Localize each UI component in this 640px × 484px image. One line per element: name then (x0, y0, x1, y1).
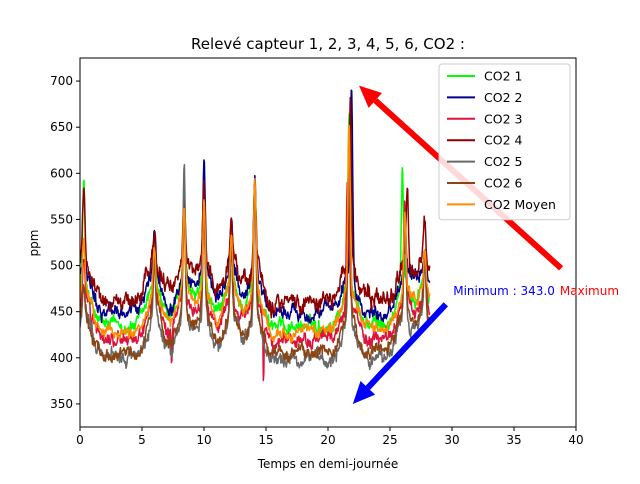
y-tick-label: 600 (50, 166, 73, 180)
series-line-7 (80, 124, 431, 344)
legend-entry: CO2 5 (447, 154, 522, 169)
x-tick-label: 15 (258, 433, 273, 447)
x-tick-label: 40 (568, 433, 583, 447)
x-axis-label: Temps en demi-journée (257, 457, 399, 471)
legend-label: CO2 4 (484, 133, 522, 148)
y-tick-label: 650 (50, 120, 73, 134)
y-axis-label: ppm (27, 230, 41, 257)
x-tick-label: 5 (138, 433, 146, 447)
legend-entry: CO2 3 (447, 111, 522, 126)
legend-label: CO2 1 (484, 69, 522, 84)
y-tick-label: 450 (50, 305, 73, 319)
y-tick-label: 550 (50, 212, 73, 226)
legend-entry: CO2 1 (447, 69, 522, 84)
legend-label: CO2 6 (484, 176, 522, 191)
legend-label: CO2 3 (484, 111, 522, 126)
y-tick-label: 350 (50, 397, 73, 411)
legend-entry: CO2 2 (447, 90, 522, 105)
y-tick-label: 500 (50, 259, 73, 273)
x-tick-label: 30 (444, 433, 459, 447)
minimum-arrow (352, 302, 448, 404)
y-tick-label: 400 (50, 351, 73, 365)
x-tick-label: 10 (196, 433, 211, 447)
minimum-label: Minimum : 343.0 (453, 284, 555, 298)
legend-label: CO2 Moyen (484, 197, 556, 212)
x-tick-label: 25 (382, 433, 397, 447)
legend-entry: CO2 Moyen (447, 197, 556, 212)
legend-entry: CO2 6 (447, 176, 522, 191)
maximum-label: Maximum (560, 284, 619, 298)
y-tick-label: 700 (50, 74, 73, 88)
x-tick-label: 35 (506, 433, 521, 447)
x-tick-label: 0 (76, 433, 84, 447)
legend-label: CO2 5 (484, 154, 522, 169)
x-tick-label: 20 (320, 433, 335, 447)
legend-label: CO2 2 (484, 90, 522, 105)
legend-box (438, 63, 571, 221)
chart-title: Relevé capteur 1, 2, 3, 4, 5, 6, CO2 : (191, 35, 465, 53)
legend-entry: CO2 4 (447, 133, 522, 148)
